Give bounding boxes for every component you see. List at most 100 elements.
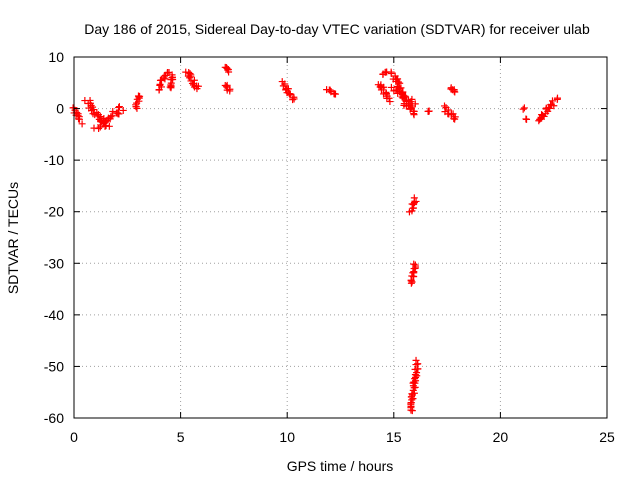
cluster-c05: [155, 69, 173, 94]
cluster-c16: [400, 100, 418, 119]
x-tick-label: 0: [70, 429, 78, 445]
data-point-marker: [282, 85, 290, 93]
data-point-marker: [412, 197, 420, 205]
data-point-marker: [410, 194, 418, 202]
data-point-marker: [75, 115, 83, 123]
data-point-marker: [410, 260, 418, 268]
cluster-c12: [374, 81, 394, 106]
cluster-c20: [405, 194, 420, 216]
cluster-c13: [379, 68, 391, 78]
x-tick-label: 25: [599, 429, 615, 445]
data-point-marker: [168, 71, 176, 79]
chart-title: Day 186 of 2015, Sidereal Day-to-day VTE…: [84, 21, 590, 37]
cluster-c11: [323, 86, 340, 98]
x-tick-label: 5: [177, 429, 185, 445]
cluster-c18: [441, 102, 459, 123]
data-point-marker: [290, 95, 298, 103]
x-tick-label: 10: [279, 429, 295, 445]
data-point-marker: [377, 86, 385, 94]
data-point-marker: [398, 93, 406, 101]
data-point-marker: [286, 90, 294, 98]
data-points: [69, 63, 561, 415]
cluster-c19: [447, 84, 459, 96]
data-point-marker: [185, 74, 193, 82]
cluster-c10: [278, 78, 298, 104]
data-point-marker: [540, 112, 548, 120]
cluster-c07: [182, 68, 202, 93]
data-point-marker: [520, 104, 528, 112]
data-point-marker: [105, 122, 113, 130]
cluster-c01: [69, 104, 86, 128]
data-point-marker: [408, 278, 416, 286]
grid-lines: [74, 57, 607, 418]
cluster-c24: [522, 115, 531, 123]
data-point-marker: [134, 92, 142, 100]
data-point-marker: [394, 78, 402, 86]
data-point-marker: [115, 104, 123, 112]
data-point-marker: [132, 101, 140, 109]
data-point-marker: [519, 105, 527, 113]
y-tick-label: -60: [44, 410, 64, 426]
x-axis-label: GPS time / hours: [287, 458, 394, 474]
cluster-c21: [407, 260, 420, 287]
data-point-marker: [412, 356, 420, 364]
data-point-marker: [160, 72, 168, 80]
cluster-c09: [221, 81, 234, 95]
data-point-marker: [188, 79, 196, 87]
data-point-marker: [119, 106, 127, 114]
data-point-marker: [451, 88, 459, 96]
data-point-marker: [447, 111, 455, 119]
data-point-marker: [548, 97, 556, 105]
data-point-marker: [401, 92, 409, 100]
data-point-marker: [114, 109, 122, 117]
y-tick-label: 0: [56, 101, 64, 117]
data-point-marker: [522, 115, 530, 123]
axis-ticks: 0 5 10 15 20 25 10 0 -10 -20 -30 -40 -50 -60: [44, 49, 615, 445]
data-point-marker: [407, 104, 415, 112]
y-axis-label: SDTVAR / TECUs: [5, 182, 21, 294]
data-point-marker: [223, 64, 231, 72]
data-point-marker: [115, 110, 123, 118]
data-point-marker: [109, 108, 117, 116]
cluster-c25: [535, 94, 561, 125]
data-point-marker: [425, 107, 433, 115]
y-tick-label: -20: [44, 204, 64, 220]
data-point-marker: [414, 360, 422, 368]
data-point-marker: [396, 87, 404, 95]
cluster-c04: [132, 92, 144, 112]
data-point-marker: [550, 102, 558, 110]
cluster-c03: [90, 103, 127, 132]
data-point-marker: [411, 261, 419, 269]
data-point-marker: [410, 378, 418, 386]
data-point-marker: [553, 94, 561, 102]
data-point-marker: [107, 113, 115, 121]
data-point-marker: [409, 269, 417, 277]
cluster-c22: [407, 356, 422, 415]
data-point-marker: [386, 98, 394, 106]
data-point-marker: [289, 96, 297, 104]
data-point-marker: [546, 104, 554, 112]
data-point-marker: [407, 277, 415, 285]
cluster-c06: [166, 71, 177, 92]
cluster-c08: [221, 63, 233, 76]
data-point-marker: [226, 87, 234, 95]
data-point-marker: [193, 85, 201, 93]
data-point-marker: [385, 94, 393, 102]
data-point-marker: [156, 81, 164, 89]
cluster-c15: [387, 83, 419, 110]
y-tick-label: 10: [48, 49, 64, 65]
data-point-marker: [410, 111, 418, 119]
data-point-marker: [95, 124, 103, 132]
data-point-marker: [182, 68, 190, 76]
y-tick-label: -10: [44, 152, 64, 168]
data-point-marker: [225, 68, 233, 76]
y-tick-label: -30: [44, 255, 64, 271]
data-point-marker: [78, 120, 86, 128]
data-point-marker: [394, 75, 402, 83]
x-tick-label: 20: [493, 429, 509, 445]
data-point-marker: [164, 69, 172, 77]
data-point-marker: [115, 103, 123, 111]
cluster-c23: [519, 104, 528, 113]
plot-frame: [73, 56, 608, 419]
